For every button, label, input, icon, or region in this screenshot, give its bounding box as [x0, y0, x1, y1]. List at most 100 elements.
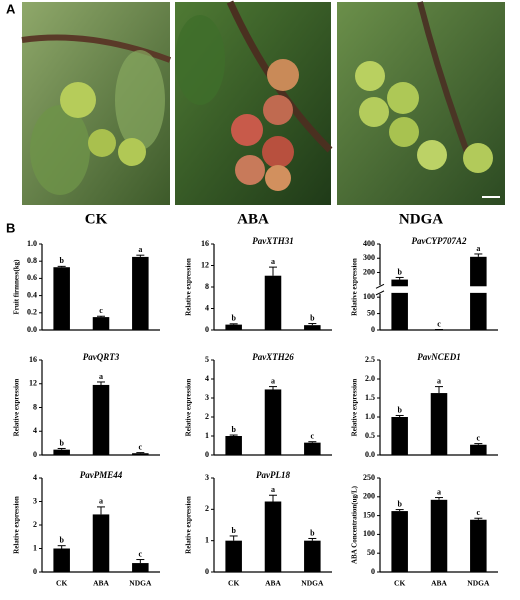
bar [264, 275, 282, 330]
bar [304, 442, 321, 455]
x-tick-label: ABA [431, 579, 447, 588]
chart-title: PavXTH26 [252, 352, 294, 362]
y-tick-label: 4 [205, 303, 209, 312]
y-tick-label: 400 [363, 239, 375, 248]
y-tick-label: 4 [205, 374, 209, 383]
bar [92, 384, 110, 455]
bar [304, 540, 321, 572]
significance-letter: c [477, 433, 481, 442]
significance-letter: b [397, 267, 402, 276]
y-tick-label: 0 [205, 567, 209, 576]
y-tick-label: 8 [33, 402, 37, 411]
y-tick-label: 0.5 [365, 431, 375, 440]
significance-letter: b [59, 256, 64, 265]
y-tick-label: 1.0 [27, 239, 37, 248]
photo-label: CK [85, 211, 108, 227]
y-tick-label: 150 [363, 510, 375, 519]
y-tick-label: 2.0 [365, 374, 375, 383]
y-axis-label: Relative expression [185, 496, 193, 554]
y-tick-label: 4 [33, 473, 37, 482]
axis-break [376, 286, 498, 293]
significance-letter: b [231, 314, 236, 323]
y-tick-label: 1.0 [365, 412, 375, 421]
y-tick-label: 2.5 [365, 355, 375, 364]
significance-letter: a [138, 245, 142, 254]
x-tick-label: NDGA [129, 579, 152, 588]
y-tick-label: 2 [33, 520, 37, 529]
y-axis-label: Fruit firmness(kg) [13, 259, 21, 315]
y-tick-label: 0.0 [365, 450, 375, 459]
y-tick-label: 100 [363, 292, 375, 301]
y-tick-label: 0 [371, 567, 375, 576]
y-tick-label: 0.0 [27, 325, 37, 334]
y-tick-label: 50 [367, 308, 375, 317]
y-tick-label: 12 [29, 379, 37, 388]
panel-label: B [6, 220, 15, 235]
y-tick-label: 200 [363, 267, 375, 276]
y-tick-label: 3 [205, 473, 209, 482]
significance-letter: c [477, 508, 481, 517]
significance-letter: a [271, 485, 275, 494]
y-tick-label: 8 [205, 282, 209, 291]
bar [225, 540, 242, 572]
significance-letter: b [59, 536, 64, 545]
photo-label: ABA [237, 211, 269, 227]
chart-title: PavCYP707A2 [412, 236, 467, 246]
photo-ndga [337, 1, 505, 205]
bar [132, 256, 149, 330]
y-axis-label: Relative expression [351, 258, 359, 316]
y-tick-label: 250 [363, 473, 375, 482]
y-tick-label: 12 [201, 260, 209, 269]
y-tick-label: 3 [205, 393, 209, 402]
x-tick-label: CK [394, 579, 405, 588]
x-tick-label: CK [228, 579, 239, 588]
significance-letter: a [437, 487, 441, 496]
bar [53, 267, 70, 330]
y-tick-label: 0 [371, 325, 375, 334]
y-tick-label: 0.2 [27, 308, 37, 317]
bar [470, 256, 487, 330]
y-tick-label: 2 [205, 412, 209, 421]
y-tick-label: 0.8 [27, 256, 37, 265]
bar [304, 325, 321, 330]
significance-letter: b [59, 438, 64, 447]
bar [430, 393, 448, 455]
y-axis-label: Relative expression [185, 379, 193, 437]
y-tick-label: 3 [33, 496, 37, 505]
y-tick-label: 1.5 [365, 393, 375, 402]
y-tick-label: 0 [33, 450, 37, 459]
significance-letter: a [271, 257, 275, 266]
chart-title: PavPME44 [80, 470, 123, 480]
y-tick-label: 1 [205, 535, 209, 544]
significance-letter: a [476, 244, 480, 253]
y-tick-label: 0 [33, 567, 37, 576]
bar [264, 501, 282, 572]
y-axis-label: Relative expression [13, 379, 21, 437]
photo-label: NDGA [399, 211, 443, 227]
y-tick-label: 4 [33, 426, 37, 435]
y-tick-label: 16 [201, 239, 209, 248]
y-tick-label: 0 [205, 450, 209, 459]
y-tick-label: 0.4 [27, 290, 37, 299]
x-tick-label: CK [56, 579, 67, 588]
bar [132, 563, 149, 572]
y-tick-label: 5 [205, 355, 209, 364]
y-tick-label: 100 [363, 529, 375, 538]
chart-title: PavQRT3 [83, 352, 120, 362]
panel-label: A [6, 1, 16, 16]
y-tick-label: 0.6 [27, 273, 37, 282]
photo-ck [21, 2, 172, 205]
break-mark [375, 290, 385, 296]
bar [225, 436, 242, 455]
y-tick-label: 0 [205, 325, 209, 334]
y-tick-label: 300 [363, 253, 375, 262]
y-tick-label: 50 [367, 548, 375, 557]
significance-letter: c [311, 432, 315, 441]
x-tick-label: NDGA [467, 579, 490, 588]
significance-letter: a [99, 372, 103, 381]
significance-letter: b [397, 499, 402, 508]
bar [92, 317, 110, 330]
chart-title: PavPL18 [256, 470, 290, 480]
bar [132, 453, 149, 455]
